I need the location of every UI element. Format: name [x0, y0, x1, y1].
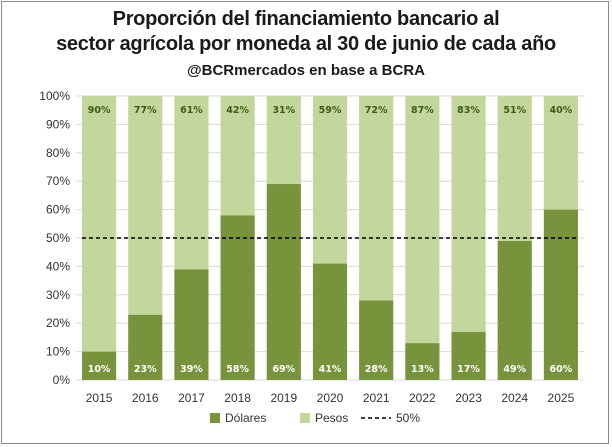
data-label-dolares-2020: 41%: [319, 364, 342, 375]
legend: Dólares Pesos 50%: [210, 411, 420, 425]
chart-title-line-1: Proporción del financiamiento bancario a…: [112, 8, 500, 30]
y-tick-label: 10%: [46, 345, 70, 359]
bar-2021-dolares: [359, 300, 394, 380]
bar-2023-pesos: [451, 96, 486, 332]
legend-swatch-pesos: [300, 413, 310, 423]
data-label-pesos-2019: 31%: [272, 105, 295, 116]
data-label-dolares-2015: 10%: [88, 364, 111, 375]
y-tick-label: 90%: [46, 117, 70, 131]
data-label-dolares-2018: 58%: [226, 364, 249, 375]
data-label-dolares-2025: 60%: [550, 364, 573, 375]
bar-2023-dolares: [451, 331, 486, 380]
data-label-pesos-2022: 87%: [411, 105, 434, 116]
y-axis: 0% 10% 20% 30% 40% 50% 60% 70% 80% 90% 100%: [39, 89, 70, 387]
bar-2018-pesos: [220, 96, 255, 216]
bar-2022-dolares: [405, 343, 440, 380]
bar-2020-dolares: [312, 263, 348, 380]
bar-2015-dolares: [82, 351, 117, 380]
x-tick-label: 2022: [409, 391, 436, 405]
data-label-dolares-2023: 17%: [457, 364, 480, 375]
data-label-dolares-2022: 13%: [411, 364, 434, 375]
data-label-pesos-2017: 61%: [180, 105, 203, 116]
chart-subtitle: @BCRmercados en base a BCRA: [186, 62, 426, 79]
x-tick-label: 2020: [317, 391, 344, 405]
y-tick-label: 30%: [46, 288, 70, 302]
y-tick-label: 80%: [46, 146, 70, 160]
legend-label-50: 50%: [396, 411, 420, 425]
data-label-pesos-2023: 83%: [457, 105, 480, 116]
legend-label-dolares: Dólares: [225, 411, 266, 425]
data-label-pesos-2020: 59%: [319, 105, 342, 116]
bars: 10% 90% 23% 77% 39% 61% 58% 42% 69% 31% 41% 59% 28% 7…: [82, 96, 578, 380]
x-tick-label: 2019: [270, 391, 297, 405]
legend-swatch-dolares: [210, 413, 220, 423]
data-label-dolares-2016: 23%: [134, 364, 157, 375]
x-axis: 2015 2016 2017 2018 2019 2020 2021 2022 2023 2024…: [86, 391, 575, 405]
data-label-pesos-2024: 51%: [503, 105, 526, 116]
x-tick-label: 2016: [132, 391, 159, 405]
bar-2018-dolares: [220, 215, 255, 380]
data-label-dolares-2019: 69%: [272, 364, 295, 375]
y-tick-label: 100%: [39, 89, 70, 103]
bar-2024-pesos: [497, 96, 532, 241]
data-label-dolares-2021: 28%: [365, 364, 388, 375]
data-label-pesos-2021: 72%: [365, 105, 388, 116]
data-label-pesos-2015: 90%: [88, 105, 111, 116]
y-tick-label: 50%: [46, 231, 70, 245]
y-tick-label: 0%: [53, 373, 71, 387]
data-label-pesos-2018: 42%: [226, 105, 249, 116]
y-tick-label: 60%: [46, 203, 70, 217]
x-tick-label: 2021: [363, 391, 390, 405]
y-tick-label: 20%: [46, 316, 70, 330]
bar-2025-pesos: [543, 96, 578, 210]
data-label-dolares-2017: 39%: [180, 364, 203, 375]
y-tick-label: 40%: [46, 259, 70, 273]
x-tick-label: 2015: [86, 391, 113, 405]
x-tick-label: 2023: [455, 391, 482, 405]
bar-2020-pesos: [312, 96, 348, 264]
bar-2015-pesos: [82, 96, 117, 352]
bar-2021-pesos: [359, 96, 394, 301]
x-tick-label: 2018: [224, 391, 251, 405]
y-tick-label: 70%: [46, 174, 70, 188]
bar-2019-pesos: [266, 96, 301, 185]
legend-label-pesos: Pesos: [315, 411, 348, 425]
data-label-dolares-2024: 49%: [503, 364, 526, 375]
bar-2017-dolares: [174, 269, 209, 380]
x-tick-label: 2024: [501, 391, 528, 405]
bar-2016-dolares: [128, 314, 163, 380]
bar-2022-pesos: [405, 96, 440, 344]
chart-title-line-2: sector agrícola por moneda al 30 de juni…: [56, 33, 556, 55]
x-tick-label: 2025: [548, 391, 575, 405]
x-tick-label: 2017: [178, 391, 205, 405]
bar-2024-dolares: [497, 240, 532, 380]
bar-2017-pesos: [174, 96, 209, 270]
data-label-pesos-2025: 40%: [550, 105, 573, 116]
bar-2025-dolares: [543, 209, 578, 380]
bar-2016-pesos: [128, 96, 163, 315]
data-label-pesos-2016: 77%: [134, 105, 157, 116]
bar-2019-dolares: [266, 184, 301, 380]
